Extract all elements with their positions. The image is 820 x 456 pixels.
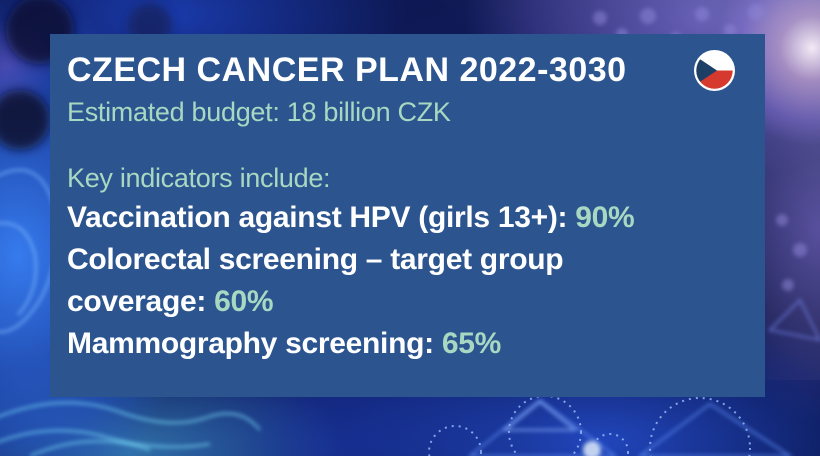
indicator-list: Vaccination against HPV (girls 13+): 90%… [67,197,635,365]
indicator-value: 60% [214,285,274,318]
indicator-value: 90% [575,201,635,234]
indicator-line: coverage: 60% [67,281,634,323]
indicator-text: Vaccination against HPV (girls 13+): [67,201,576,234]
indicators-heading: Key indicators include: [67,163,331,193]
indicator-line: Colorectal screening – target group [67,239,634,281]
budget-subtitle: Estimated budget: 18 billion CZK [67,97,451,127]
indicator-line: Mammography screening: 65% [67,323,634,365]
indicator-line: Vaccination against HPV (girls 13+): 90% [67,197,635,239]
info-card: CZECH CANCER PLAN 2022-3030 Estimated bu… [50,34,765,397]
czech-flag-icon [694,50,735,91]
indicator-text: Colorectal screening – target group [67,243,564,276]
indicator-value: 65% [441,327,502,360]
page-title: CZECH CANCER PLAN 2022-3030 [67,51,627,89]
indicator-text: coverage: [67,285,215,318]
indicator-text: Mammography screening: [67,327,442,360]
